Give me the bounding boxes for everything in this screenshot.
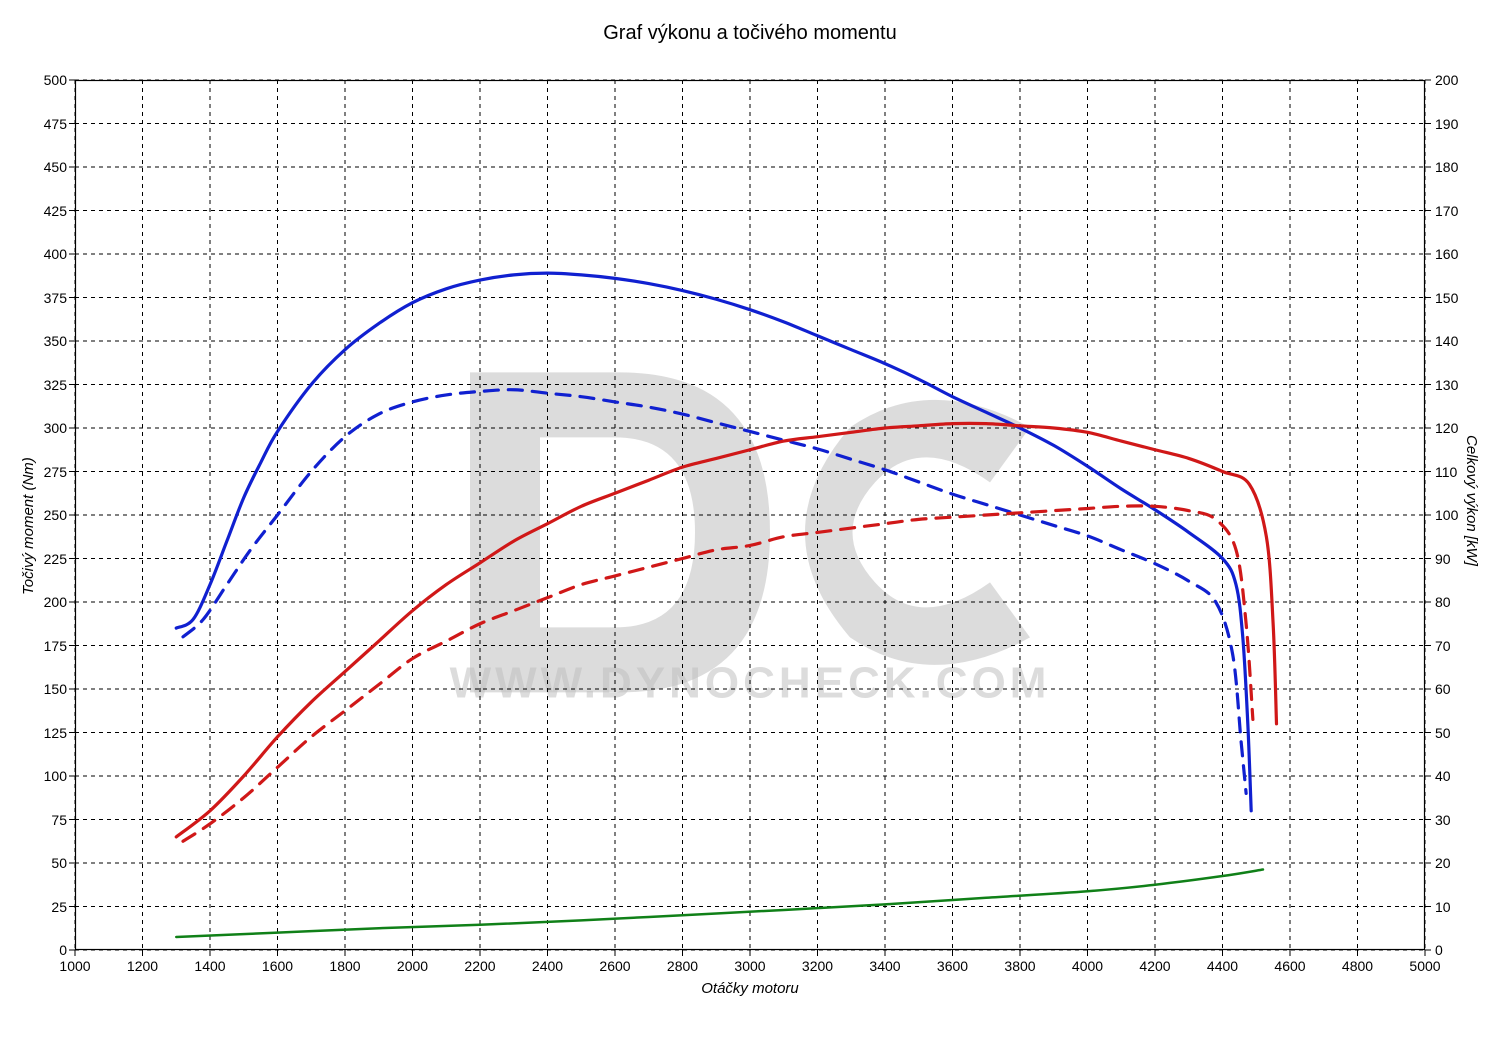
tick-label: 375: [27, 290, 67, 306]
tick-label: 300: [27, 420, 67, 436]
tick-label: 190: [1435, 116, 1475, 132]
tick-label: 1600: [262, 958, 293, 974]
tick-label: 40: [1435, 768, 1475, 784]
tick-label: 2000: [397, 958, 428, 974]
tick-label: 1400: [194, 958, 225, 974]
tick-label: 4800: [1342, 958, 1373, 974]
tick-label: 0: [27, 942, 67, 958]
tick-label: 500: [27, 72, 67, 88]
tick-label: 425: [27, 203, 67, 219]
chart-title: Graf výkonu a točivého momentu: [0, 22, 1500, 45]
tick-label: 75: [27, 812, 67, 828]
tick-label: 2400: [532, 958, 563, 974]
tick-label: 3000: [734, 958, 765, 974]
tick-label: 3600: [937, 958, 968, 974]
tick-label: 0: [1435, 942, 1475, 958]
tick-label: 30: [1435, 812, 1475, 828]
tick-label: 4400: [1207, 958, 1238, 974]
tick-label: 3400: [869, 958, 900, 974]
tick-label: 140: [1435, 333, 1475, 349]
tick-label: 4600: [1274, 958, 1305, 974]
tick-label: 350: [27, 333, 67, 349]
tick-label: 200: [1435, 72, 1475, 88]
tick-label: 5000: [1409, 958, 1440, 974]
y-left-axis-label: Točivý moment (Nm): [20, 457, 37, 595]
tick-label: 4000: [1072, 958, 1103, 974]
tick-label: 120: [1435, 420, 1475, 436]
dyno-chart: Graf výkonu a točivého momentu WWW.DYNOC…: [0, 0, 1500, 1040]
tick-label: 2600: [599, 958, 630, 974]
x-axis-label: Otáčky motoru: [0, 980, 1500, 997]
tick-label: 130: [1435, 377, 1475, 393]
tick-label: 400: [27, 246, 67, 262]
y-right-axis-label: Celkový výkon [kW]: [1463, 435, 1480, 566]
tick-label: 60: [1435, 681, 1475, 697]
tick-label: 180: [1435, 159, 1475, 175]
tick-label: 200: [27, 594, 67, 610]
tick-label: 10: [1435, 899, 1475, 915]
tick-label: 50: [1435, 725, 1475, 741]
tick-label: 80: [1435, 594, 1475, 610]
tick-label: 70: [1435, 638, 1475, 654]
tick-label: 2200: [464, 958, 495, 974]
tick-label: 125: [27, 725, 67, 741]
plot-area: WWW.DYNOCHECK.COM: [75, 80, 1425, 950]
tick-label: 1200: [127, 958, 158, 974]
tick-label: 325: [27, 377, 67, 393]
tick-label: 50: [27, 855, 67, 871]
tick-label: 170: [1435, 203, 1475, 219]
tick-label: 450: [27, 159, 67, 175]
tick-label: 150: [27, 681, 67, 697]
tick-label: 4200: [1139, 958, 1170, 974]
tick-label: 2800: [667, 958, 698, 974]
tick-label: 3200: [802, 958, 833, 974]
tick-label: 475: [27, 116, 67, 132]
tick-label: 160: [1435, 246, 1475, 262]
tick-label: 175: [27, 638, 67, 654]
series-losses: [176, 870, 1263, 937]
tick-label: 25: [27, 899, 67, 915]
tick-label: 150: [1435, 290, 1475, 306]
tick-label: 20: [1435, 855, 1475, 871]
tick-label: 1800: [329, 958, 360, 974]
tick-label: 1000: [59, 958, 90, 974]
tick-label: 3800: [1004, 958, 1035, 974]
tick-label: 100: [27, 768, 67, 784]
